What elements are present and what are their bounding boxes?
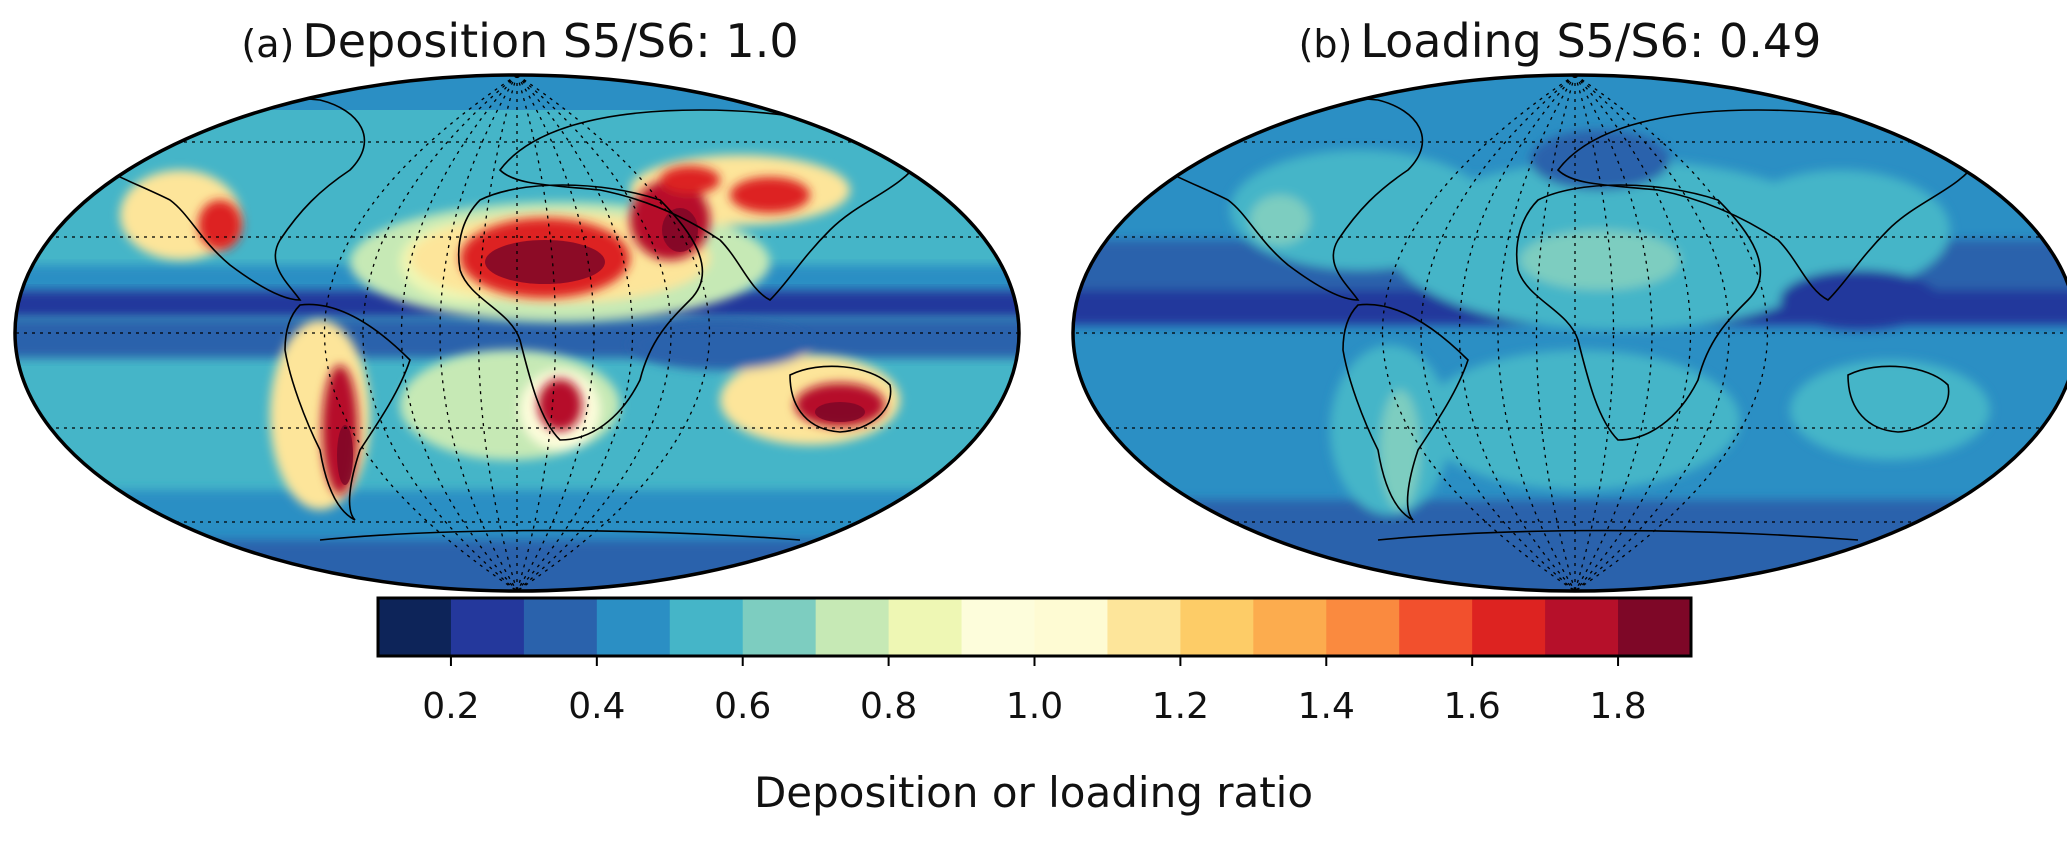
colorbar-tick-label: 1.4 [1298,686,1355,727]
colorbar-ticks: 0.2 0.4 0.6 0.8 1.0 1.2 1.4 1.6 1.8 [422,656,1647,727]
colorbar-swatch [1180,598,1254,656]
colorbar-swatch [815,598,890,656]
colorbar-swatch [1545,598,1619,656]
panel-a-tag: (a) [241,22,295,66]
colorbar-swatch [1472,598,1546,656]
colorbar-swatch [742,598,817,656]
panel-a-map [13,73,1021,593]
colorbar-swatch [1253,598,1327,656]
colorbar-swatch [450,598,525,656]
colorbar-tick-label: 1.6 [1444,686,1501,727]
panel-b-map [1071,73,2067,593]
colorbar-swatch [1399,598,1473,656]
panel-b-tag: (b) [1298,22,1353,66]
colorbar-swatch [378,598,452,656]
colorbar-swatch [669,598,744,656]
colorbar-tick-label: 0.8 [860,686,917,727]
panel-a-title-text: Deposition S5/S6: 1.0 [302,14,799,68]
colorbar-swatch [1034,598,1108,656]
colorbar-tick-label: 0.6 [714,686,771,727]
colorbar-swatch [1107,598,1181,656]
colorbar-swatch [888,598,963,656]
colorbar-tick-label: 0.4 [568,686,625,727]
colorbar-tick-label: 1.8 [1589,686,1646,727]
panel-a-title: (a) Deposition S5/S6: 1.0 [20,6,1020,76]
colorbar-swatch [596,598,671,656]
colorbar-swatch [1618,598,1692,656]
colorbar-tick-label: 0.2 [422,686,479,727]
colorbar-tick-label: 1.0 [1006,686,1063,727]
colorbar-swatches [378,598,1692,656]
colorbar-label: Deposition or loading ratio [753,768,1314,817]
colorbar-swatch [1326,598,1400,656]
panel-b-title-text: Loading S5/S6: 0.49 [1360,14,1822,68]
colorbar-swatch [961,598,1035,656]
panel-b-title: (b) Loading S5/S6: 0.49 [1060,6,2060,76]
colorbar-swatch [523,598,598,656]
colorbar-tick-label: 1.2 [1152,686,1209,727]
